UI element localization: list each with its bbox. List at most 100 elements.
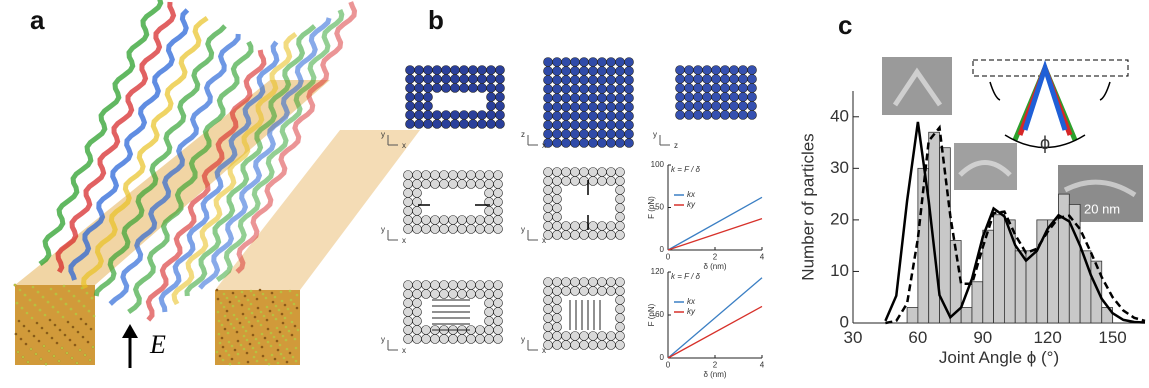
speck	[279, 352, 283, 356]
helix-end	[561, 331, 571, 341]
x-tick-label: 4	[760, 360, 765, 369]
speck	[55, 341, 59, 345]
helix-end	[597, 221, 607, 231]
speck	[288, 289, 292, 293]
helix-end	[570, 176, 580, 186]
y-tick-label: 60	[655, 310, 664, 319]
helix-end	[484, 224, 494, 234]
speck	[237, 361, 241, 365]
legend-label: kx	[687, 297, 696, 306]
helix-end	[579, 230, 589, 240]
micrograph	[954, 143, 1017, 190]
helix-end	[588, 167, 598, 177]
helix-end	[675, 110, 685, 120]
helix-end	[738, 92, 748, 102]
helix-end	[702, 83, 712, 93]
series-line	[884, 121, 1146, 324]
speck	[260, 345, 264, 349]
speck	[271, 313, 275, 317]
speck	[295, 293, 299, 297]
series-line	[885, 124, 1146, 325]
helix-end	[475, 289, 485, 299]
helix-end	[466, 179, 476, 189]
helix-end	[448, 289, 458, 299]
helix-end	[561, 176, 571, 186]
helix-end	[405, 74, 415, 84]
helix-end	[570, 111, 580, 121]
speck	[81, 335, 85, 339]
helix-end	[606, 102, 616, 112]
helix-end	[588, 138, 598, 148]
helix-end	[543, 102, 553, 112]
helix-end	[495, 65, 505, 75]
helix-end	[543, 331, 553, 341]
panel-b-art: y x z x y z y x y x y x y x	[381, 57, 757, 355]
speck	[294, 346, 298, 350]
helix-end	[684, 65, 694, 75]
helix-end	[588, 120, 598, 130]
helix-end	[738, 65, 748, 75]
helix-end	[720, 65, 730, 75]
helix-end	[421, 325, 431, 335]
speck	[62, 284, 66, 288]
helix-end	[588, 176, 598, 186]
histogram-bar	[1058, 193, 1070, 324]
y-axis-label: F (pN)	[647, 303, 656, 326]
helix-end	[552, 75, 562, 85]
helix-end	[543, 304, 553, 314]
speck	[232, 313, 236, 317]
helix-end	[570, 331, 580, 341]
speck	[228, 362, 232, 366]
helix-end	[561, 120, 571, 130]
helix-end	[570, 230, 580, 240]
helix-end	[597, 57, 607, 67]
helix-end	[579, 129, 589, 139]
histogram-bar	[1004, 219, 1016, 324]
speck	[238, 321, 242, 325]
speck	[89, 327, 93, 331]
speck	[230, 357, 234, 361]
speck	[64, 302, 68, 306]
histogram-bar	[906, 307, 919, 324]
micrograph-shape	[892, 67, 943, 107]
speck	[270, 353, 274, 357]
speck	[242, 334, 246, 338]
helix-end	[412, 316, 422, 326]
helix-end	[606, 221, 616, 231]
helix-end	[738, 101, 748, 111]
helix-end	[421, 224, 431, 234]
helix-end	[747, 92, 757, 102]
speck	[226, 331, 230, 335]
helix-end	[570, 120, 580, 130]
chart-title: k = F / δ	[671, 272, 701, 281]
helix-end	[552, 129, 562, 139]
helix-end	[405, 101, 415, 111]
helix-end	[561, 75, 571, 85]
helix-end	[615, 313, 625, 323]
helix-end	[493, 206, 503, 216]
helix-end	[448, 224, 458, 234]
helix-end	[579, 84, 589, 94]
panel-label: a	[30, 5, 45, 35]
helix-end	[466, 280, 476, 290]
helix-end	[493, 280, 503, 290]
helix-end	[493, 170, 503, 180]
helix-end	[484, 206, 494, 216]
helix-end	[486, 119, 496, 129]
speck	[63, 333, 67, 337]
helix-end	[439, 215, 449, 225]
helix-end	[495, 110, 505, 120]
helix-end	[493, 325, 503, 335]
speck	[278, 343, 282, 347]
helix-end	[597, 75, 607, 85]
x-axis-label: δ (nm)	[703, 262, 726, 271]
x-tick-label: 0	[666, 360, 671, 369]
speck	[22, 324, 26, 328]
helix-end	[606, 111, 616, 121]
speck	[260, 332, 264, 336]
speck	[54, 292, 58, 296]
speck	[281, 321, 285, 325]
angle-symbol: ϕ	[1040, 133, 1050, 153]
helix-end	[448, 170, 458, 180]
